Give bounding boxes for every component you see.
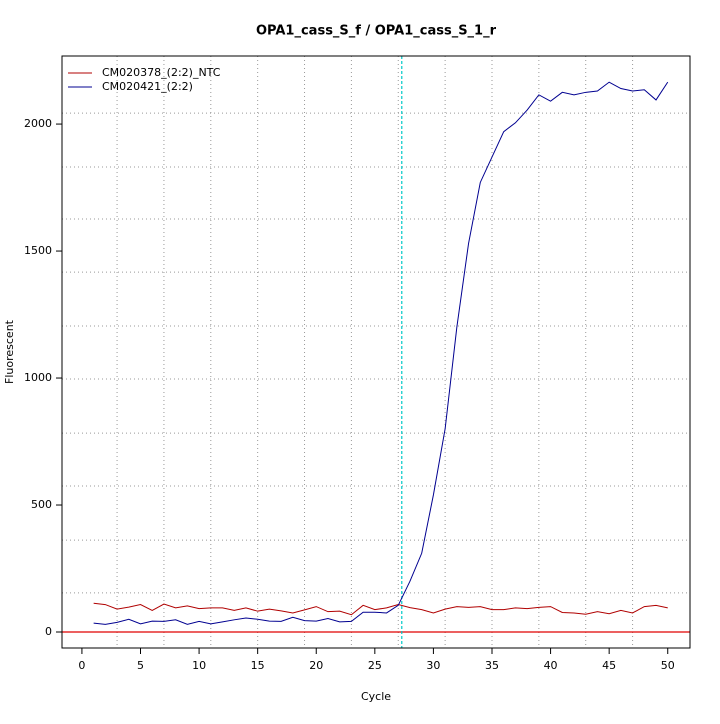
y-tick-label: 2000 <box>24 117 52 130</box>
chart-title: OPA1_cass_S_f / OPA1_cass_S_1_r <box>256 24 497 39</box>
x-tick-label: 15 <box>251 659 265 672</box>
legend-label: CM020378_(2:2)_NTC <box>102 66 221 79</box>
x-tick-label: 5 <box>137 659 144 672</box>
x-tick-label: 50 <box>661 659 675 672</box>
x-tick-label: 10 <box>192 659 206 672</box>
x-tick-label: 30 <box>426 659 440 672</box>
x-tick-label: 0 <box>78 659 85 672</box>
y-axis-label: Fluorescent <box>3 319 16 384</box>
x-tick-label: 25 <box>368 659 382 672</box>
plot-frame <box>61 55 691 649</box>
series-line <box>93 81 669 625</box>
x-tick-label: 20 <box>309 659 323 672</box>
x-axis-label: Cycle <box>361 690 391 703</box>
y-tick-label: 500 <box>31 498 52 511</box>
x-tick-label: 35 <box>485 659 499 672</box>
y-tick-label: 1000 <box>24 371 52 384</box>
y-tick-label: 0 <box>45 625 52 638</box>
x-tick-label: 40 <box>544 659 558 672</box>
y-tick-label: 1500 <box>24 244 52 257</box>
x-tick-label: 45 <box>602 659 616 672</box>
series-line <box>93 602 668 616</box>
legend-label: CM020421_(2:2) <box>102 80 193 93</box>
